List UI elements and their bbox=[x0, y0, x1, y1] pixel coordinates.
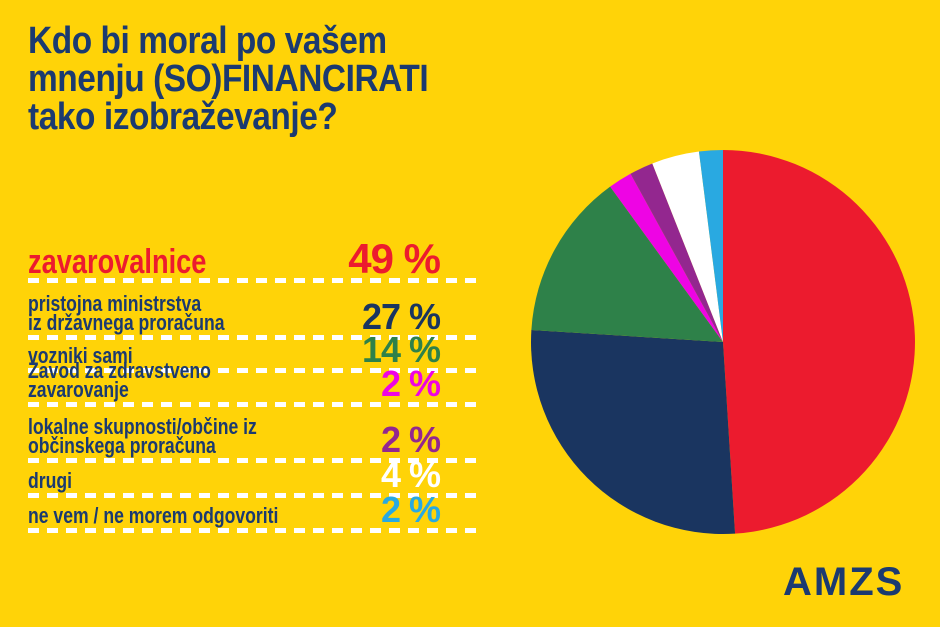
legend-label: pristojna ministrstva iz državnega prora… bbox=[28, 291, 225, 335]
legend-value: 27 % bbox=[361, 296, 441, 338]
legend-value: 2 % bbox=[380, 363, 441, 405]
pie-slice-4 bbox=[630, 163, 723, 342]
legend-value: 2 % bbox=[380, 489, 441, 531]
pie-chart bbox=[531, 150, 915, 534]
legend-row-lokalne-skupnosti: lokalne skupnosti/občine iz občinskega p… bbox=[28, 407, 483, 463]
pie-slice-2 bbox=[531, 186, 723, 342]
pie-slice-5 bbox=[652, 151, 723, 342]
legend-label: drugi bbox=[28, 468, 72, 493]
legend-value: 4 % bbox=[380, 454, 441, 496]
legend-list: zavarovalnice 49 % pristojna ministrstva… bbox=[28, 237, 483, 533]
amzs-logo: AMZS bbox=[783, 560, 905, 604]
legend-label: lokalne skupnosti/občine iz občinskega p… bbox=[28, 414, 257, 458]
legend-value: 14 % bbox=[361, 329, 441, 371]
pie-slice-0 bbox=[723, 150, 915, 534]
pie-slice-1 bbox=[531, 329, 736, 534]
legend-label: Zavod za zdravstveno zavarovanje bbox=[28, 358, 211, 402]
pie-slice-6 bbox=[698, 150, 723, 342]
legend-row-zavarovalnice: zavarovalnice 49 % bbox=[28, 237, 483, 283]
legend-value: 2 % bbox=[380, 419, 441, 461]
legend-row-ministrstva: pristojna ministrstva iz državnega prora… bbox=[28, 283, 483, 340]
legend-row-vozniki-sami: vozniki sami 14 % bbox=[28, 332, 483, 373]
legend-row-drugi: drugi 4 % bbox=[28, 454, 483, 498]
legend-label: ne vem / ne morem odgovoriti bbox=[28, 503, 279, 528]
legend-row-ne-vem: ne vem / ne morem odgovoriti 2 % bbox=[28, 489, 483, 533]
pie-slice-3 bbox=[610, 173, 723, 342]
legend-label: vozniki sami bbox=[28, 343, 133, 368]
legend-label: zavarovalnice bbox=[28, 243, 207, 281]
page-title: Kdo bi moral po vašem mnenju (SO)FINANCI… bbox=[28, 20, 429, 138]
legend-row-zavod: Zavod za zdravstveno zavarovanje 2 % bbox=[28, 360, 483, 407]
legend-value: 49 % bbox=[348, 235, 441, 283]
